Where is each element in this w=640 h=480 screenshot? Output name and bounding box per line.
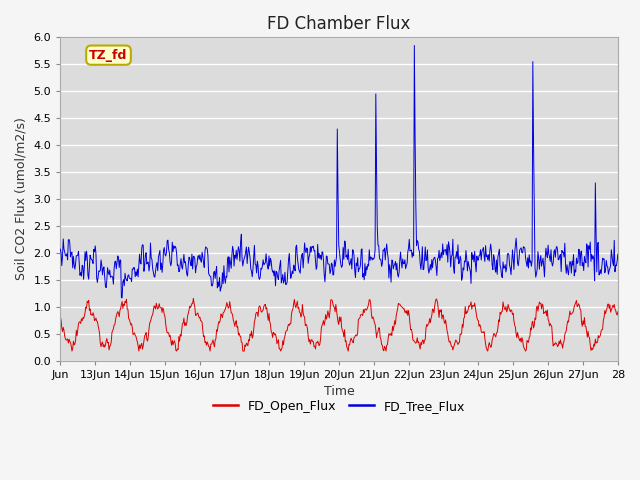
Title: FD Chamber Flux: FD Chamber Flux <box>268 15 411 33</box>
Text: TZ_fd: TZ_fd <box>90 48 128 61</box>
X-axis label: Time: Time <box>324 385 355 398</box>
Legend: FD_Open_Flux, FD_Tree_Flux: FD_Open_Flux, FD_Tree_Flux <box>208 395 470 418</box>
Y-axis label: Soil CO2 Flux (umol/m2/s): Soil CO2 Flux (umol/m2/s) <box>15 118 28 280</box>
